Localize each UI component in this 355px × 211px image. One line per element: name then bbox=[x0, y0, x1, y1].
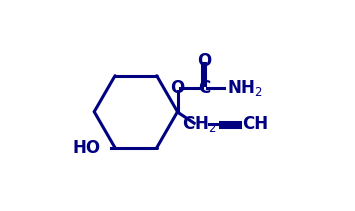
Text: O: O bbox=[197, 52, 212, 70]
Text: CH$_2$: CH$_2$ bbox=[182, 114, 217, 134]
Text: O: O bbox=[170, 79, 185, 97]
Text: HO: HO bbox=[72, 139, 100, 157]
Text: NH$_2$: NH$_2$ bbox=[228, 78, 263, 98]
Text: C: C bbox=[198, 79, 211, 97]
Text: CH: CH bbox=[242, 115, 268, 133]
